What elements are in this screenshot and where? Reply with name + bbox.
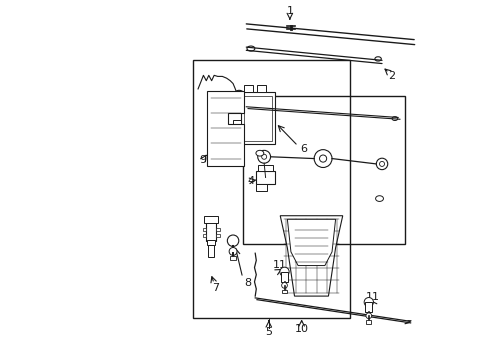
Circle shape [281, 283, 287, 288]
Bar [203, 234, 206, 237]
Circle shape [364, 297, 373, 307]
Polygon shape [206, 91, 244, 166]
Polygon shape [280, 216, 342, 296]
Ellipse shape [246, 105, 253, 110]
Ellipse shape [391, 117, 397, 121]
Circle shape [319, 155, 326, 162]
Text: 11: 11 [365, 292, 379, 302]
Bar [204, 216, 218, 223]
Text: 8: 8 [244, 278, 250, 288]
Bar [244, 96, 271, 141]
Ellipse shape [246, 46, 254, 51]
Circle shape [261, 154, 266, 159]
Bar [192, 60, 349, 318]
Bar [206, 221, 216, 241]
Bar [233, 120, 241, 129]
Bar [281, 272, 287, 282]
Text: 11: 11 [272, 260, 286, 270]
Text: 5: 5 [265, 327, 272, 337]
Circle shape [257, 150, 270, 163]
Text: 4: 4 [247, 176, 254, 186]
Text: 7: 7 [212, 283, 219, 293]
Text: 9: 9 [199, 156, 206, 165]
Ellipse shape [374, 57, 381, 61]
Bar [257, 85, 265, 93]
Circle shape [379, 161, 384, 166]
Circle shape [227, 235, 238, 247]
Bar [207, 240, 215, 246]
Ellipse shape [375, 196, 383, 202]
Ellipse shape [234, 90, 243, 97]
Bar [366, 320, 370, 324]
Bar [365, 302, 372, 312]
Bar [258, 165, 272, 171]
Circle shape [365, 313, 371, 319]
Bar [256, 171, 274, 184]
Ellipse shape [255, 150, 263, 156]
Text: 6: 6 [299, 144, 306, 154]
Bar [282, 290, 286, 293]
Circle shape [376, 158, 387, 170]
Text: 2: 2 [387, 71, 394, 81]
Text: 1: 1 [286, 6, 293, 16]
Circle shape [313, 150, 331, 167]
Bar [216, 228, 220, 231]
Circle shape [229, 248, 237, 255]
Bar [256, 184, 267, 191]
Bar [230, 256, 235, 260]
Circle shape [279, 267, 288, 276]
Text: 3: 3 [296, 245, 303, 255]
Bar [242, 96, 405, 244]
Bar [216, 234, 220, 237]
Text: 10: 10 [294, 324, 308, 334]
Polygon shape [287, 219, 335, 266]
Bar [241, 91, 248, 96]
Bar [207, 245, 214, 257]
Bar [244, 85, 253, 93]
Bar [241, 93, 274, 144]
Bar [203, 228, 206, 231]
